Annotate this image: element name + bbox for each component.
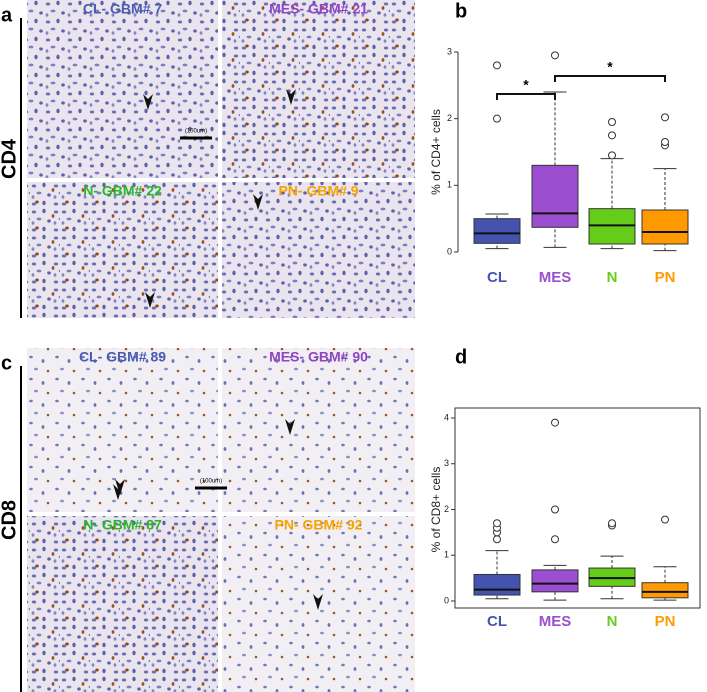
y-tick-label: 3: [447, 46, 452, 56]
outlier: [551, 505, 559, 514]
significance-label: *: [607, 59, 613, 75]
y-tick-label: 0: [447, 246, 452, 256]
outlier: [661, 113, 669, 122]
marker-label: CD4: [0, 138, 20, 179]
outlier: [493, 114, 501, 123]
y-tick-label: 0: [444, 595, 449, 605]
tile-title: N- GBM# 22: [83, 183, 162, 199]
significance-bracket: [554, 75, 666, 82]
outlier: [493, 61, 501, 70]
tile-title: PN- GBM# 9: [278, 183, 358, 199]
arrowhead: [286, 89, 296, 105]
image-panels: a CD4 CL- GBM# 7 MES- GBM# 21 N- GBM# 22 PN- …: [0, 0, 415, 692]
tile-title: N- GBM# 87: [83, 517, 162, 533]
tile-title: MES- GBM# 21: [269, 1, 368, 17]
category-label: MES: [539, 269, 572, 286]
panel-letter: d: [455, 346, 467, 368]
chart-panels: b 0 1 2 3 % of CD4+ cells CL MES N PN * * d 0 1 2 3 4 % of…: [429, 0, 701, 630]
arrowhead: [285, 419, 295, 435]
category-label: PN: [655, 613, 676, 630]
histology-image: [222, 182, 415, 318]
scale-bar-label: (100um): [200, 479, 222, 485]
y-tick-label: 4: [444, 412, 449, 422]
y-tick-label: 3: [444, 458, 449, 468]
y-tick-label: 2: [447, 113, 452, 123]
box: [588, 208, 636, 245]
box: [473, 573, 521, 596]
category-label: PN: [655, 269, 676, 286]
arrowhead: [113, 484, 123, 500]
tile-title: PN- GBM# 92: [275, 517, 363, 533]
outlier: [551, 535, 559, 544]
category-label: N: [607, 269, 618, 286]
tile-title: CL- GBM# 7: [83, 1, 163, 17]
box: [473, 218, 521, 244]
category-label: MES: [539, 613, 572, 630]
box: [641, 582, 689, 599]
histology-image: [222, 348, 415, 512]
arrowhead: [313, 594, 323, 610]
outlier: [661, 515, 669, 524]
histology-image: [27, 516, 218, 692]
outlier: [608, 151, 616, 160]
outlier: [661, 138, 669, 146]
significance-label: *: [523, 77, 529, 93]
tile-title: MES- GBM# 90: [269, 349, 368, 365]
category-label: N: [607, 613, 618, 630]
outlier: [608, 131, 616, 140]
outlier: [493, 535, 501, 544]
histology-image: [27, 0, 218, 178]
box: [531, 164, 579, 228]
panel-letter: c: [1, 352, 12, 374]
y-axis-label: % of CD4+ cells: [429, 109, 443, 195]
y-tick-label: 1: [444, 550, 449, 560]
category-label: CL: [487, 269, 507, 286]
panel-letter: b: [455, 0, 467, 22]
histology-image: [27, 182, 218, 318]
y-tick-label: 2: [444, 504, 449, 514]
category-label: CL: [487, 613, 507, 630]
outlier: [551, 418, 559, 427]
arrowhead: [143, 94, 153, 110]
outlier: [608, 118, 616, 126]
tile-title: CL- GBM# 89: [79, 349, 166, 365]
scale-bar-label: (100um): [185, 129, 207, 135]
arrowhead: [145, 292, 155, 308]
outlier: [493, 519, 501, 528]
histology-image: [222, 0, 415, 178]
histology-image: [27, 348, 218, 512]
panel-letter: a: [1, 4, 13, 26]
y-tick-label: 1: [447, 180, 452, 190]
box: [641, 209, 689, 245]
box: [531, 569, 579, 593]
significance-bracket: [496, 93, 556, 100]
outlier: [608, 519, 616, 528]
arrowhead: [253, 194, 263, 210]
outlier: [551, 51, 559, 60]
y-axis-label: % of CD8+ cells: [429, 467, 443, 553]
marker-label: CD8: [0, 500, 20, 540]
